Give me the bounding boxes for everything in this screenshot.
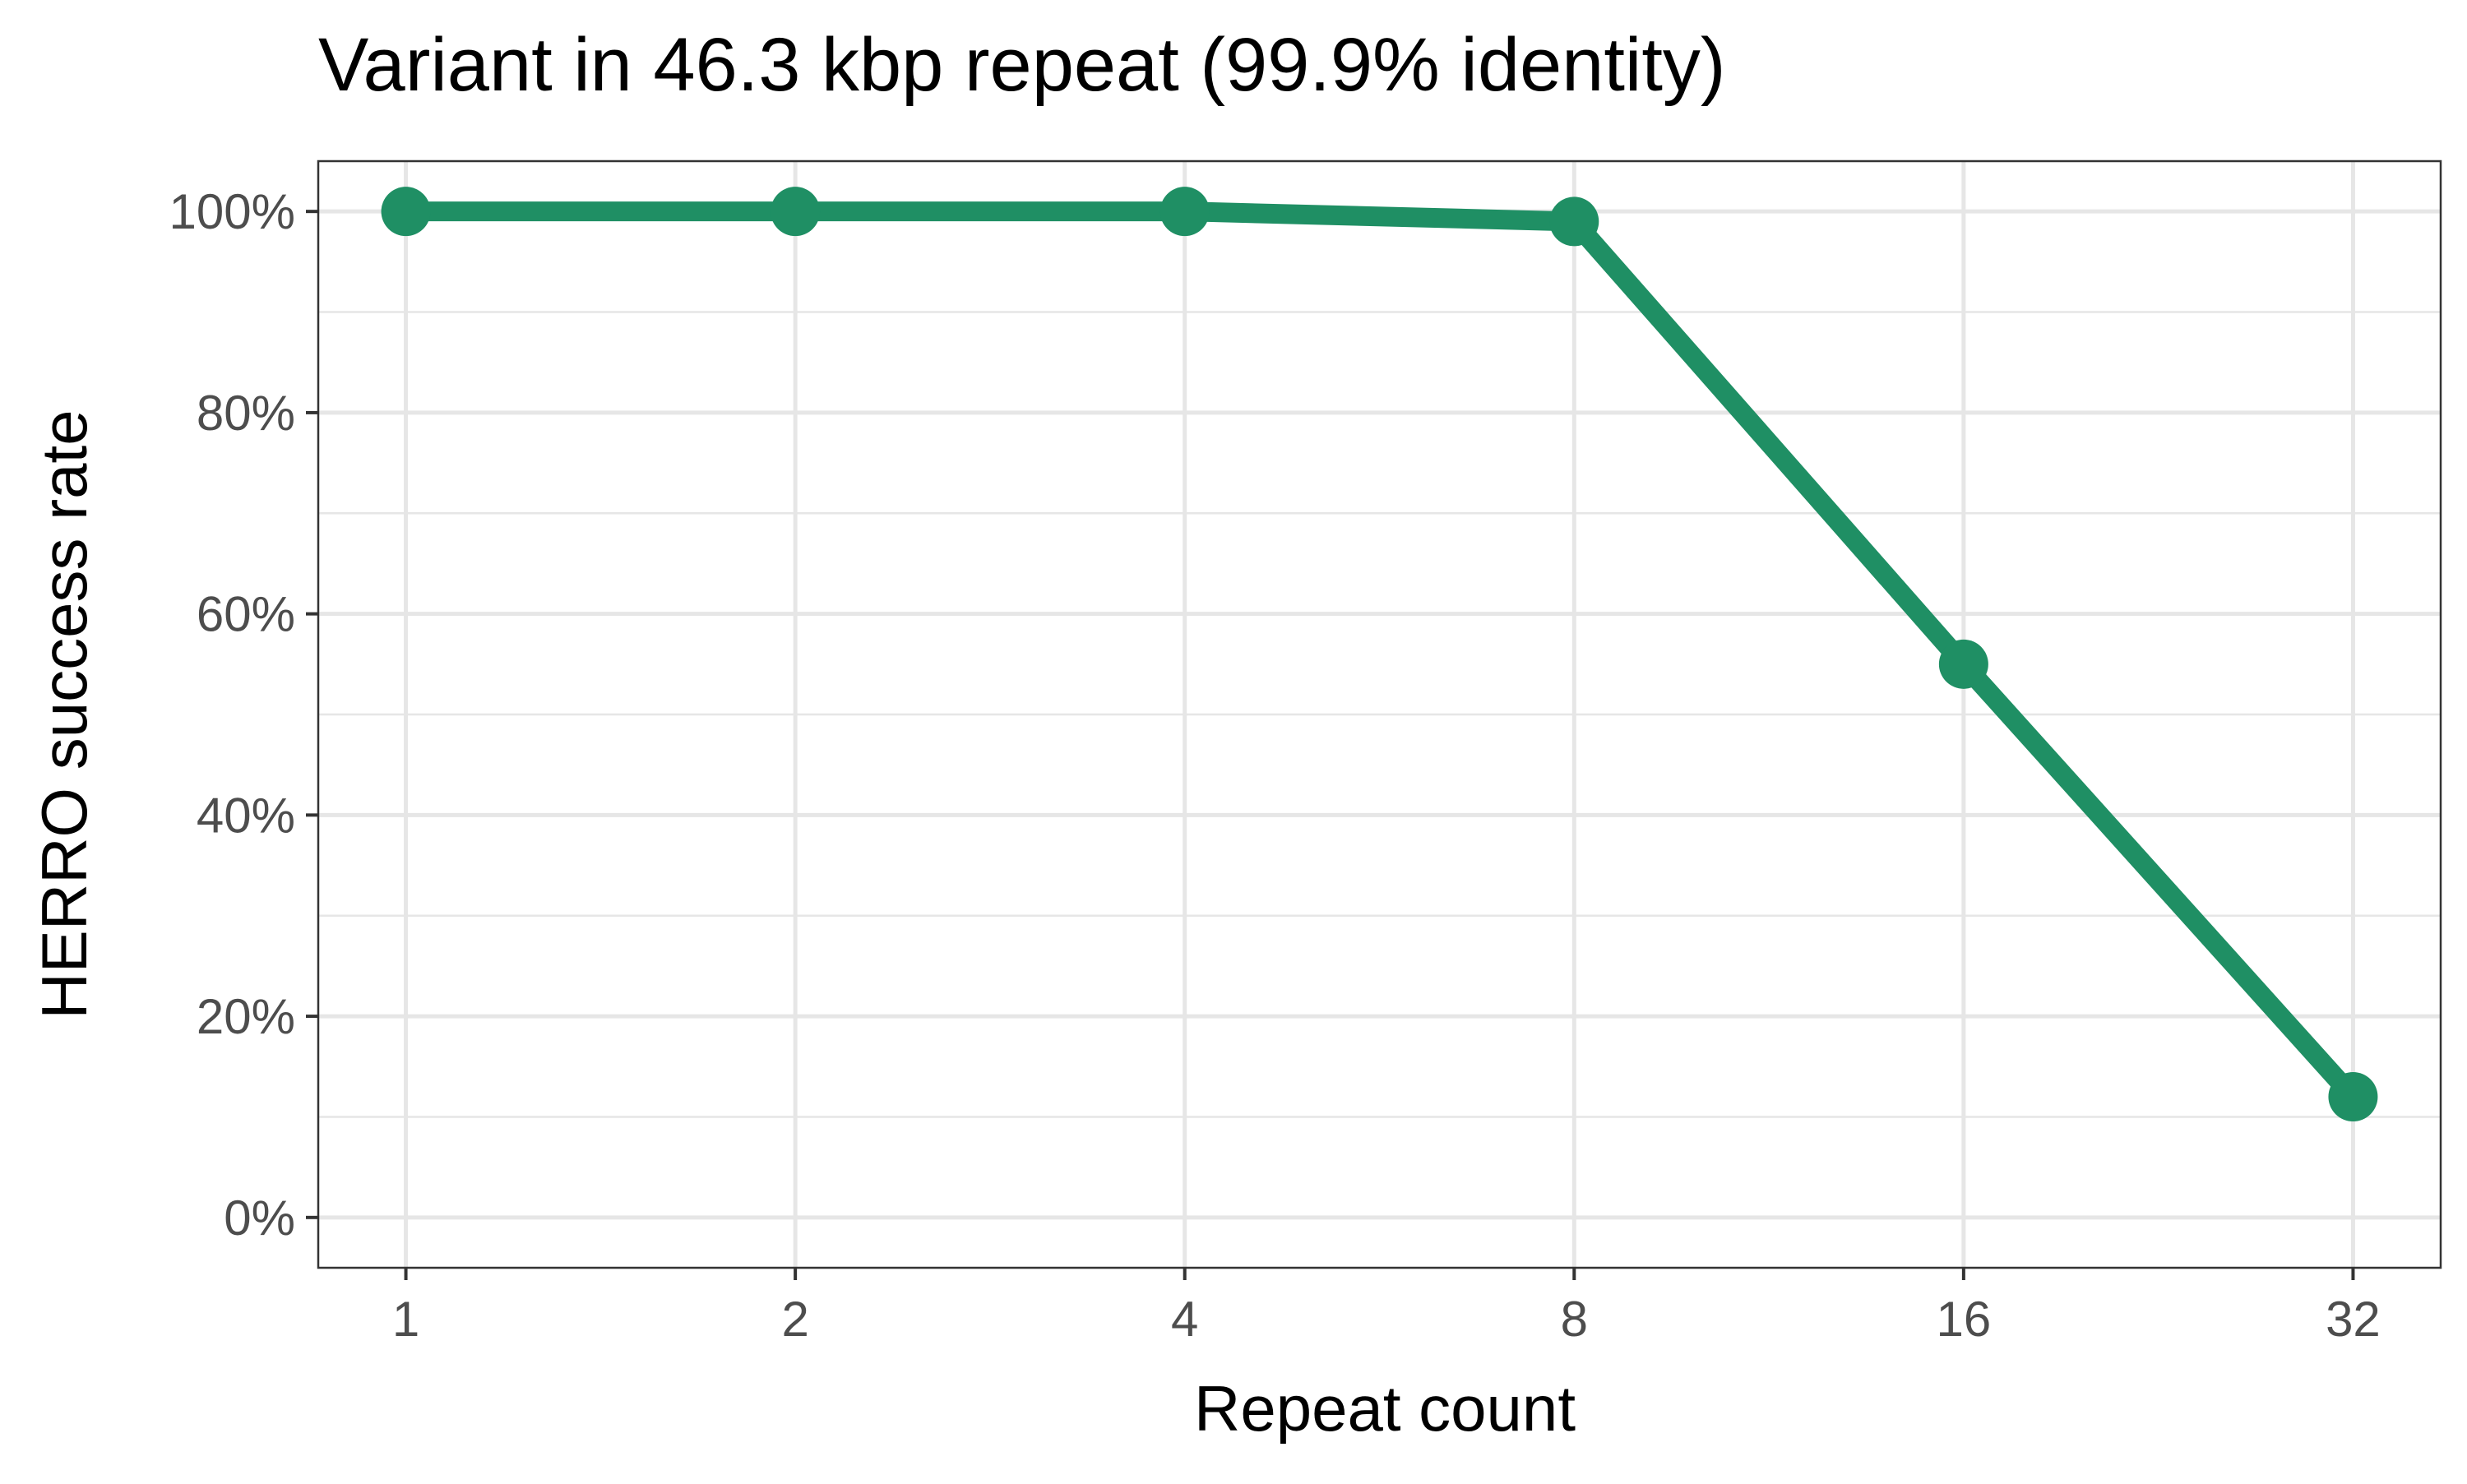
series-line (405, 201, 2361, 1104)
data-point (2328, 1071, 2378, 1121)
y-tick-label: 80% (197, 386, 295, 441)
x-tick-label: 1 (392, 1292, 419, 1347)
data-point (771, 187, 821, 237)
data-point (1938, 639, 1988, 689)
series-layer (381, 187, 2378, 1121)
x-tick-label: 32 (2326, 1292, 2381, 1347)
y-tick-label: 20% (197, 989, 295, 1044)
x-tick-label: 2 (781, 1292, 808, 1347)
x-tick-label: 8 (1561, 1292, 1588, 1347)
x-tick-label: 16 (1936, 1292, 1991, 1347)
axes: 0% 20% 40% 60% 80% 100% 1 2 4 8 16 32 (169, 184, 2381, 1347)
plot-panel-border (317, 159, 2442, 1269)
chart-title: Variant in 46.3 kbp repeat (99.9% identi… (318, 23, 1726, 107)
x-tick-label: 4 (1171, 1292, 1198, 1347)
data-point (1159, 187, 1210, 237)
data-point (381, 187, 431, 237)
y-tick-label: 40% (197, 788, 295, 843)
y-tick-label: 60% (197, 587, 295, 642)
y-tick-label: 0% (224, 1190, 295, 1246)
data-point (1549, 196, 1599, 247)
y-tick-label: 100% (169, 184, 295, 239)
y-axis-title: HERRO success rate (28, 409, 100, 1019)
x-axis-title: Repeat count (1194, 1372, 1576, 1445)
